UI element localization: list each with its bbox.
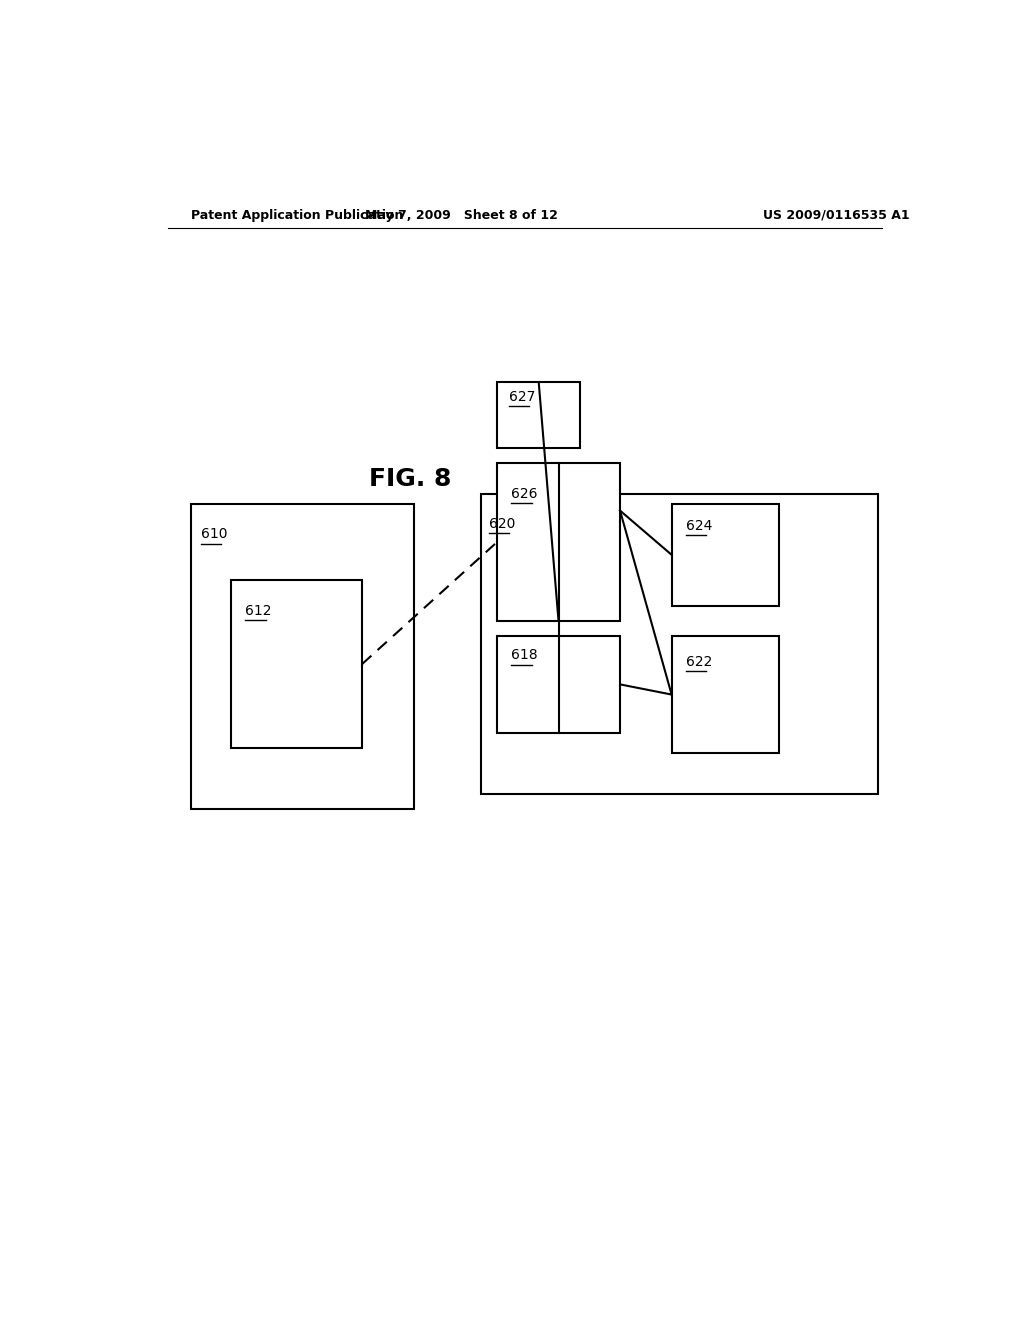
Text: 618: 618 <box>511 648 538 663</box>
Text: Patent Application Publication: Patent Application Publication <box>191 209 403 222</box>
Bar <box>497 381 581 447</box>
Bar <box>481 494 878 793</box>
Bar <box>672 504 779 606</box>
Text: May 7, 2009   Sheet 8 of 12: May 7, 2009 Sheet 8 of 12 <box>365 209 558 222</box>
Text: FIG. 8: FIG. 8 <box>369 466 451 491</box>
Bar <box>672 636 779 752</box>
Bar <box>191 504 414 809</box>
Text: 624: 624 <box>686 519 713 533</box>
Text: 622: 622 <box>686 655 713 668</box>
Text: 612: 612 <box>246 603 272 618</box>
Text: 610: 610 <box>201 528 227 541</box>
Text: 626: 626 <box>511 487 538 500</box>
Bar <box>497 636 621 733</box>
Bar <box>497 463 621 620</box>
Bar <box>231 581 362 748</box>
Text: US 2009/0116535 A1: US 2009/0116535 A1 <box>763 209 909 222</box>
Text: 620: 620 <box>489 517 515 532</box>
Text: 627: 627 <box>509 391 536 404</box>
